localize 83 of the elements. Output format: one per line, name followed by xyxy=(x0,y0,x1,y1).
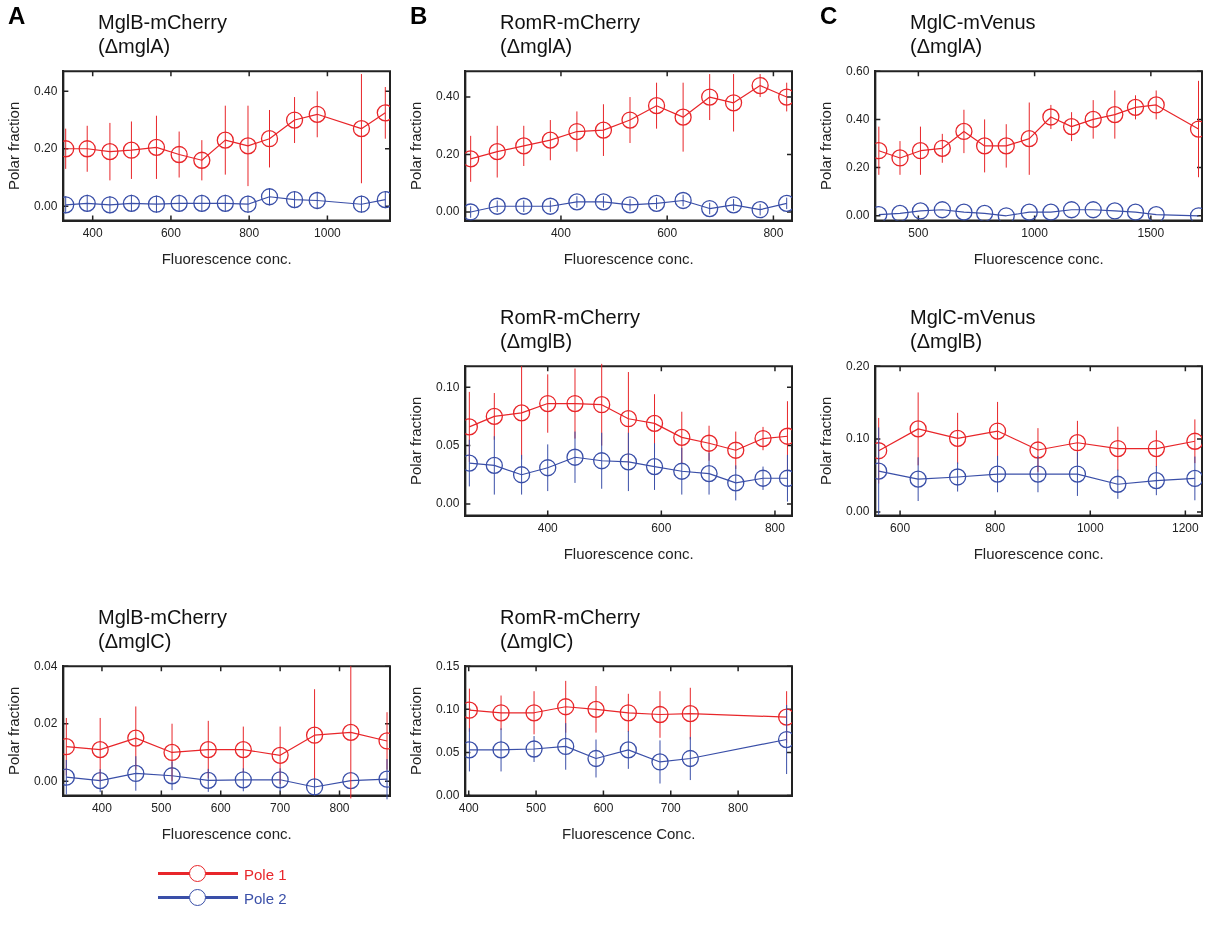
y-tick-label: 0.00 xyxy=(436,787,460,802)
y-tick-label: 0.20 xyxy=(846,159,870,174)
chart-title: MglB-mCherry xyxy=(98,605,228,629)
x-tick-label: 1500 xyxy=(1137,226,1165,241)
x-tick-label: 500 xyxy=(526,801,547,816)
y-tick-label: 0.10 xyxy=(436,379,460,394)
text: B xyxy=(410,2,428,30)
y-tick-label: 0.40 xyxy=(436,89,460,104)
y-axis-title: Polar fraction xyxy=(407,396,425,486)
x-tick-label: 600 xyxy=(160,226,182,241)
chart-title: MglC-mVenus xyxy=(910,305,1037,329)
x-axis-title: Fluorescence conc. xyxy=(161,250,292,268)
y-tick-label: 0.05 xyxy=(436,744,460,759)
chart-subtitle: (ΔmglA) xyxy=(98,34,172,58)
x-axis-title: Fluorescence conc. xyxy=(973,250,1104,268)
x-tick-label: 400 xyxy=(82,226,104,241)
y-tick-label: 0.20 xyxy=(436,146,460,161)
y-tick-label: 0.00 xyxy=(34,198,58,213)
x-tick-label: 400 xyxy=(537,521,559,536)
x-tick-label: 700 xyxy=(270,801,291,816)
x-tick-label: 1000 xyxy=(1076,521,1104,536)
y-tick-label: 0.00 xyxy=(34,773,58,788)
y-axis-title: Polar fraction xyxy=(5,686,23,776)
text: Pole 1 xyxy=(244,865,287,883)
y-tick-label: 0.00 xyxy=(846,504,870,519)
x-tick-label: 400 xyxy=(550,226,572,241)
y-axis-title: Polar fraction xyxy=(817,396,835,486)
x-tick-label: 800 xyxy=(763,226,784,241)
y-tick-label: 0.10 xyxy=(436,701,460,716)
x-tick-label: 800 xyxy=(728,801,749,816)
x-axis-title: Fluorescence conc. xyxy=(161,825,292,843)
y-tick-label: 0.15 xyxy=(436,658,460,673)
chart-title: MglC-mVenus xyxy=(910,10,1037,34)
x-tick-label: 1200 xyxy=(1172,521,1200,536)
y-tick-label: 0.40 xyxy=(34,83,58,98)
x-tick-label: 800 xyxy=(764,521,786,536)
x-tick-label: 700 xyxy=(660,801,682,816)
x-tick-label: 600 xyxy=(657,226,678,241)
x-tick-label: 1000 xyxy=(1021,226,1049,241)
x-tick-label: 600 xyxy=(890,521,911,536)
x-tick-label: 600 xyxy=(593,801,614,816)
chart-title: RomR-mCherry xyxy=(500,605,641,629)
y-tick-label: 0.04 xyxy=(34,658,58,673)
chart-subtitle: (ΔmglA) xyxy=(500,34,574,58)
y-axis-title: Polar fraction xyxy=(407,101,425,191)
x-tick-label: 500 xyxy=(151,801,172,816)
x-tick-label: 400 xyxy=(458,801,480,816)
x-axis-title: Fluorescence conc. xyxy=(973,545,1104,563)
x-axis-title: Fluorescence conc. xyxy=(563,545,694,563)
y-axis-title: Polar fraction xyxy=(407,686,425,776)
chart-subtitle: (ΔmglA) xyxy=(910,34,984,58)
y-tick-label: 0.20 xyxy=(34,141,58,156)
y-tick-label: 0.00 xyxy=(436,496,460,511)
y-tick-label: 0.10 xyxy=(846,431,870,446)
y-tick-label: 0.20 xyxy=(846,358,870,373)
y-axis-title: Polar fraction xyxy=(817,101,835,191)
chart-subtitle: (ΔmglC) xyxy=(500,629,575,653)
y-tick-label: 0.00 xyxy=(436,204,460,219)
x-tick-label: 800 xyxy=(239,226,260,241)
chart-subtitle: (ΔmglC) xyxy=(98,629,173,653)
x-tick-label: 600 xyxy=(651,521,672,536)
chart-subtitle: (ΔmglB) xyxy=(910,329,984,353)
y-tick-label: 0.05 xyxy=(436,437,460,452)
x-axis-title: Fluorescence conc. xyxy=(563,250,694,268)
x-tick-label: 1000 xyxy=(314,226,342,241)
y-axis-title: Polar fraction xyxy=(5,101,23,191)
y-tick-label: 0.40 xyxy=(846,111,870,126)
text: Pole 2 xyxy=(244,889,287,907)
chart-title: MglB-mCherry xyxy=(98,10,228,34)
x-axis-title: Fluorescence Conc. xyxy=(561,825,696,843)
text: C xyxy=(820,2,838,30)
chart-subtitle: (ΔmglB) xyxy=(500,329,574,353)
chart-title: RomR-mCherry xyxy=(500,305,641,329)
y-tick-label: 0.02 xyxy=(34,716,58,731)
x-tick-label: 400 xyxy=(91,801,113,816)
x-tick-label: 600 xyxy=(210,801,232,816)
x-tick-label: 800 xyxy=(985,521,1006,536)
x-tick-label: 800 xyxy=(329,801,350,816)
chart-title: RomR-mCherry xyxy=(500,10,641,34)
y-tick-label: 0.60 xyxy=(846,63,870,78)
y-tick-label: 0.00 xyxy=(846,208,870,223)
x-tick-label: 500 xyxy=(908,226,929,241)
text: A xyxy=(8,2,26,30)
